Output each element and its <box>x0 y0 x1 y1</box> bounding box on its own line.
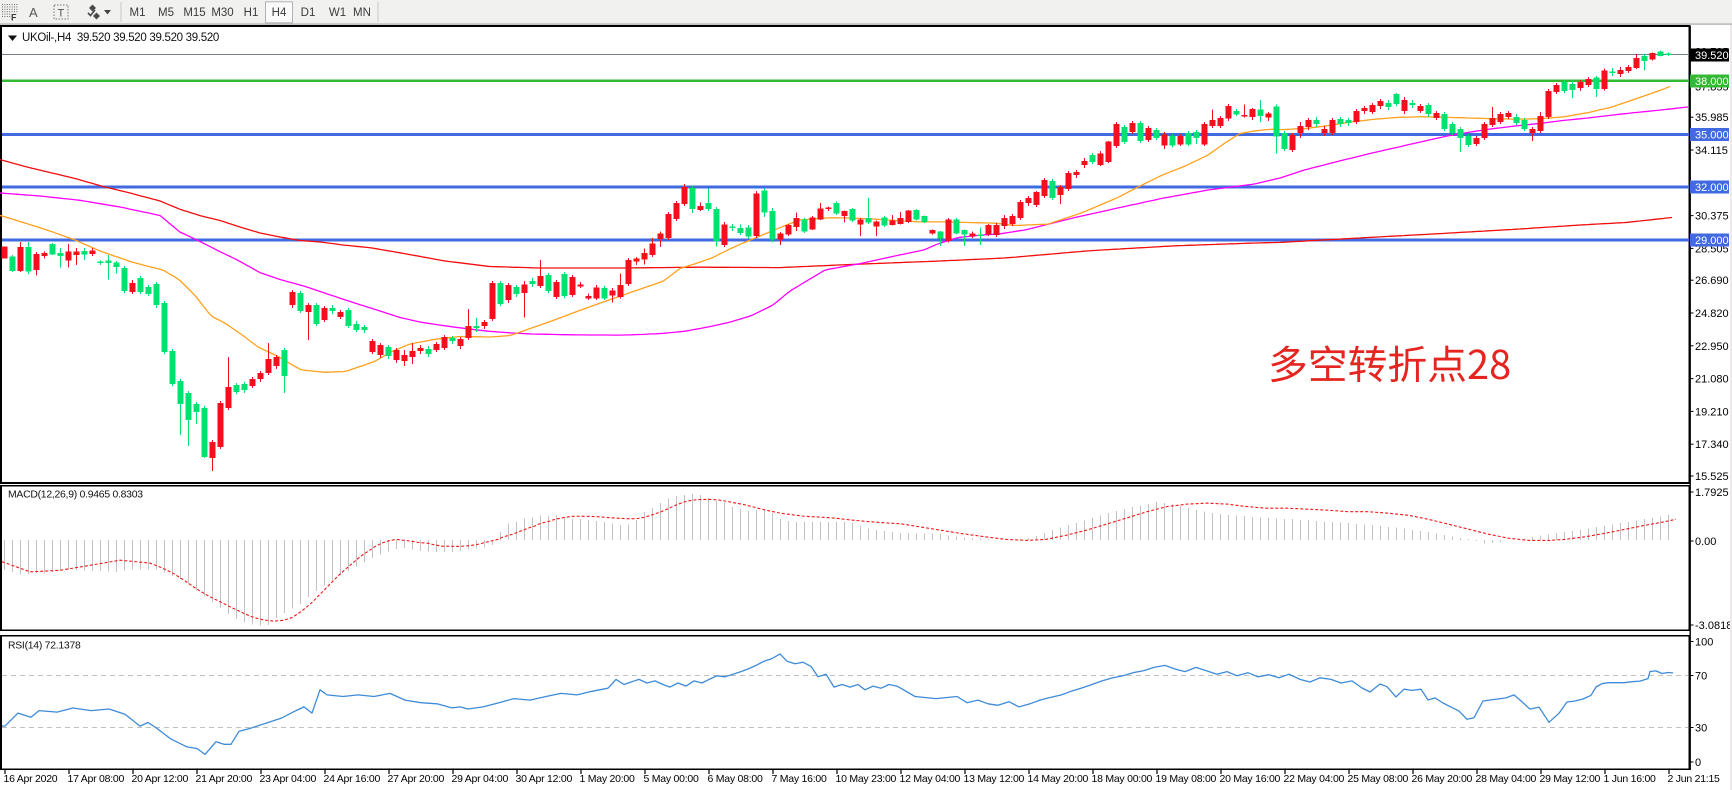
svg-text:1 May 20:00: 1 May 20:00 <box>580 773 635 785</box>
svg-text:25 May 08:00: 25 May 08:00 <box>1348 773 1409 785</box>
svg-text:MN: MN <box>353 7 371 19</box>
svg-text:15.525: 15.525 <box>1695 471 1729 483</box>
svg-text:MACD(12,26,9) 0.9465 0.8303: MACD(12,26,9) 0.9465 0.8303 <box>8 490 143 501</box>
svg-text:F: F <box>11 13 17 23</box>
svg-text:28 May 04:00: 28 May 04:00 <box>1476 773 1537 785</box>
svg-text:H4: H4 <box>272 7 287 19</box>
svg-text:22.950: 22.950 <box>1695 341 1729 353</box>
svg-text:26.690: 26.690 <box>1695 275 1729 287</box>
svg-text:10 May 23:00: 10 May 23:00 <box>836 773 897 785</box>
svg-text:27 Apr 20:00: 27 Apr 20:00 <box>388 773 445 785</box>
svg-text:H1: H1 <box>244 7 259 19</box>
svg-text:1.7925: 1.7925 <box>1695 487 1729 499</box>
svg-text:20 May 16:00: 20 May 16:00 <box>1220 773 1281 785</box>
svg-text:1 Jun 16:00: 1 Jun 16:00 <box>1604 773 1657 785</box>
svg-text:38.000: 38.000 <box>1695 76 1729 88</box>
svg-text:RSI(14) 72.1378: RSI(14) 72.1378 <box>8 641 81 652</box>
svg-text:29 Apr 04:00: 29 Apr 04:00 <box>452 773 509 785</box>
svg-text:W1: W1 <box>329 7 346 19</box>
svg-text:21 Apr 20:00: 21 Apr 20:00 <box>196 773 253 785</box>
svg-text:24 Apr 16:00: 24 Apr 16:00 <box>324 773 381 785</box>
svg-text:A: A <box>29 5 38 20</box>
svg-text:0.00: 0.00 <box>1695 536 1716 548</box>
svg-text:M1: M1 <box>130 7 146 19</box>
svg-text:32.000: 32.000 <box>1695 182 1729 194</box>
svg-text:7 May 16:00: 7 May 16:00 <box>772 773 827 785</box>
svg-text:M5: M5 <box>158 7 174 19</box>
svg-text:13 May 12:00: 13 May 12:00 <box>964 773 1025 785</box>
svg-text:22 May 04:00: 22 May 04:00 <box>1284 773 1345 785</box>
svg-text:T: T <box>58 8 65 20</box>
svg-text:39.520: 39.520 <box>1695 50 1729 62</box>
svg-text:26 May 20:00: 26 May 20:00 <box>1412 773 1473 785</box>
svg-text:19 May 08:00: 19 May 08:00 <box>1156 773 1217 785</box>
svg-text:17 Apr 08:00: 17 Apr 08:00 <box>68 773 125 785</box>
svg-text:21.080: 21.080 <box>1695 374 1729 386</box>
svg-text:30: 30 <box>1695 723 1707 735</box>
svg-text:5 May 00:00: 5 May 00:00 <box>644 773 699 785</box>
svg-text:UKOil-,H4 39.520 39.520 39.52: UKOil-,H4 39.520 39.520 39.520 39.520 <box>22 32 219 44</box>
svg-text:35.000: 35.000 <box>1695 130 1729 142</box>
svg-text:70: 70 <box>1695 671 1707 683</box>
svg-text:29 May 12:00: 29 May 12:00 <box>1540 773 1601 785</box>
svg-text:0: 0 <box>1695 757 1701 769</box>
svg-text:23 Apr 04:00: 23 Apr 04:00 <box>260 773 317 785</box>
svg-text:M15: M15 <box>183 7 205 19</box>
svg-text:19.210: 19.210 <box>1695 406 1729 418</box>
svg-text:6 May 08:00: 6 May 08:00 <box>708 773 763 785</box>
svg-text:100: 100 <box>1695 637 1713 649</box>
svg-text:24.820: 24.820 <box>1695 308 1729 320</box>
svg-text:2 Jun 21:15: 2 Jun 21:15 <box>1668 773 1721 785</box>
svg-text:17.340: 17.340 <box>1695 439 1729 451</box>
svg-text:-3.0818: -3.0818 <box>1695 620 1732 632</box>
svg-text:20 Apr 12:00: 20 Apr 12:00 <box>132 773 189 785</box>
svg-text:D1: D1 <box>301 7 316 19</box>
svg-text:14 May 20:00: 14 May 20:00 <box>1028 773 1089 785</box>
svg-text:12 May 04:00: 12 May 04:00 <box>900 773 961 785</box>
svg-text:16 Apr 2020: 16 Apr 2020 <box>4 773 58 785</box>
svg-text:34.115: 34.115 <box>1695 145 1728 157</box>
svg-text:M30: M30 <box>211 7 233 19</box>
svg-text:29.000: 29.000 <box>1695 235 1729 247</box>
svg-text:35.985: 35.985 <box>1695 112 1729 124</box>
svg-text:30 Apr 12:00: 30 Apr 12:00 <box>516 773 573 785</box>
svg-text:30.375: 30.375 <box>1695 211 1729 223</box>
svg-text:18 May 00:00: 18 May 00:00 <box>1092 773 1153 785</box>
